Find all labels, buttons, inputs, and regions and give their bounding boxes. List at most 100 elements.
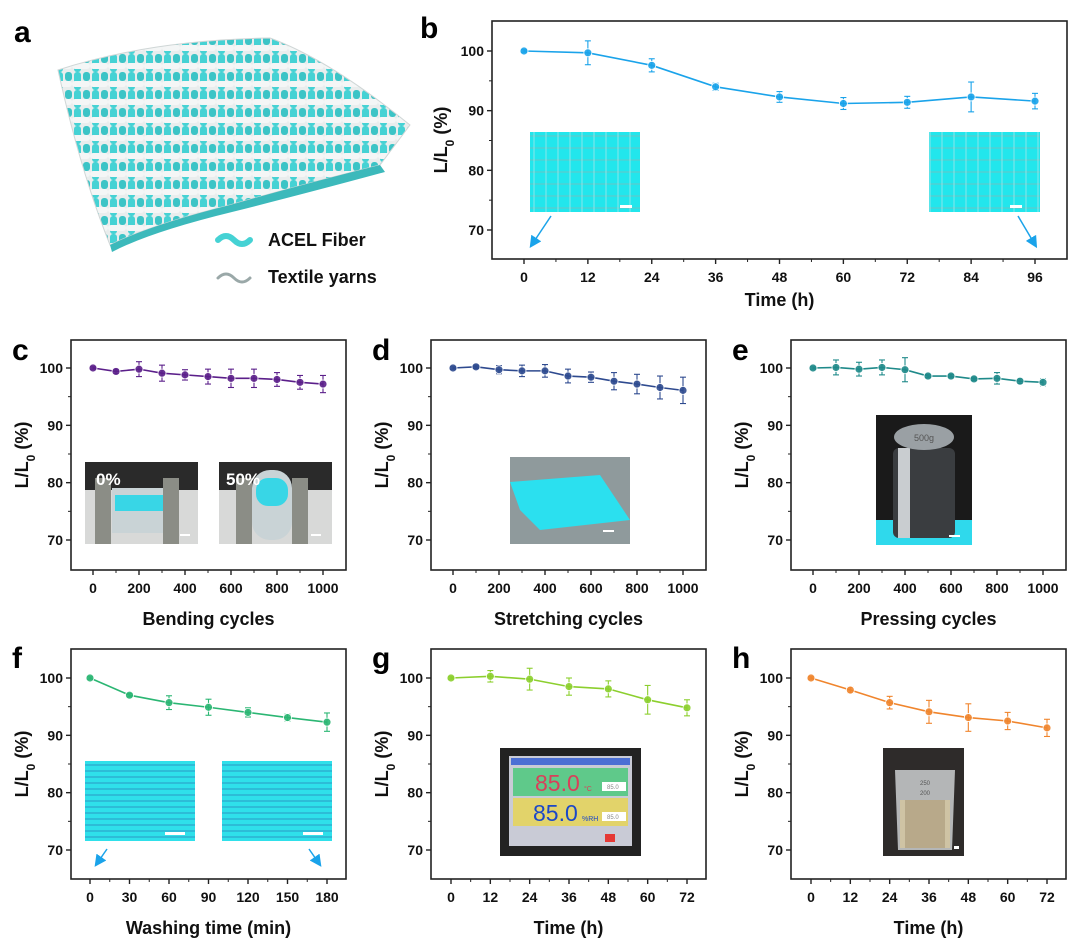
x-tick-label: 36: [921, 889, 937, 905]
data-point: [525, 674, 535, 684]
panel-label-h: h: [732, 642, 750, 675]
inset-label-50pct: 50%: [226, 470, 260, 489]
acel-fiber-legend-icon: [215, 233, 253, 247]
data-point: [88, 363, 98, 373]
chart-panel-g: g 70 80 90 100 0 12 24 36 48 60 72 Time (h) L/L0 (%): [372, 642, 707, 938]
data-point: [322, 717, 332, 727]
y-axis-label: L/L0 (%): [12, 422, 38, 489]
y-tick-label: 80: [47, 475, 63, 491]
scale-bar: [620, 205, 632, 208]
panel-a: a ACEL Fiber Textile yarns: [14, 16, 411, 287]
y-tick-label: 70: [407, 532, 423, 548]
y-tick-label: 90: [407, 417, 423, 433]
data-point: [517, 366, 527, 376]
legend-label: Textile yarns: [268, 267, 377, 287]
data-point: [992, 373, 1002, 383]
x-tick-label: 0: [807, 889, 815, 905]
x-tick-label: 12: [580, 269, 596, 285]
data-point: [125, 690, 134, 700]
data-point: [711, 82, 721, 92]
y-tick-label: 80: [767, 475, 783, 491]
data-point: [900, 365, 910, 375]
x-axis-label: Time (h): [534, 918, 604, 938]
screen-temperature: 85.0: [535, 770, 580, 796]
chart-panel-h: h 70 80 90 100 0 12 24 36 48 60 72 Time (h) L/L0 (%): [732, 642, 1067, 938]
data-point: [164, 698, 174, 708]
y-tick-label: 100: [760, 670, 784, 686]
data-point: [134, 364, 144, 374]
x-tick-label: 60: [1000, 889, 1016, 905]
x-tick-label: 200: [847, 580, 871, 596]
inset-photo-e-weight: 500g: [876, 415, 972, 545]
inset-photo-b-0h: [530, 132, 640, 212]
data-point: [448, 363, 458, 373]
x-tick-label: 24: [522, 889, 538, 905]
inset-label-0pct: 0%: [96, 470, 121, 489]
fabric-edge-shadow: [110, 165, 385, 252]
chart-panel-b: b 70 80 90 100 0 12 24 36 48 60 72 84 96 Time (h) L/L0 …: [420, 12, 1068, 310]
inset-photo-d-stretch: [510, 457, 630, 544]
chart-panel-f: f 70 80 90 100 0 30 60 90 120 150 180 Washing time (…: [12, 642, 347, 938]
data-point: [540, 366, 550, 376]
y-tick-label: 100: [461, 43, 485, 59]
legend-acel-fiber: ACEL Fiber: [215, 230, 366, 250]
data-point: [272, 375, 282, 384]
legend-label: ACEL Fiber: [268, 230, 366, 250]
data-point: [678, 385, 688, 395]
screen-setpoint-2: 85.0: [607, 815, 619, 821]
data-point: [682, 703, 692, 713]
x-tick-label: 800: [985, 580, 1009, 596]
x-tick-label: 0: [809, 580, 817, 596]
y-tick-label: 70: [468, 222, 484, 238]
x-tick-label: 0: [89, 580, 97, 596]
x-tick-label: 0: [520, 269, 528, 285]
y-tick-label: 90: [47, 417, 63, 433]
data-point: [494, 365, 504, 375]
x-tick-label: 0: [449, 580, 457, 596]
data-point: [603, 684, 613, 694]
x-axis-label: Time (h): [745, 290, 815, 310]
x-tick-label: 24: [882, 889, 898, 905]
y-tick-label: 70: [47, 842, 63, 858]
x-tick-label: 36: [708, 269, 724, 285]
data-point: [775, 92, 784, 102]
data-point: [157, 368, 167, 378]
arrow-icon: [94, 848, 108, 867]
x-axis-label: Pressing cycles: [860, 609, 996, 629]
panel-label-e: e: [732, 334, 749, 367]
x-tick-label: 12: [483, 889, 499, 905]
scale-bar: [1010, 205, 1022, 208]
data-point: [632, 379, 642, 389]
data-point: [808, 363, 818, 373]
y-axis-label: L/L0 (%): [372, 422, 398, 489]
data-point: [1038, 377, 1048, 387]
y-tick-label: 90: [767, 417, 783, 433]
data-point: [924, 707, 934, 717]
y-axis-label: L/L0 (%): [372, 731, 398, 798]
data-point: [203, 372, 213, 382]
panel-label-f: f: [12, 642, 23, 675]
y-tick-label: 80: [47, 785, 63, 801]
data-point: [1042, 723, 1052, 733]
x-tick-label: 1000: [667, 580, 698, 596]
arrow-icon: [529, 215, 552, 248]
screen-temperature-unit: °C: [584, 785, 592, 793]
data-point: [283, 713, 292, 722]
data-point: [854, 364, 864, 374]
x-tick-label: 1000: [307, 580, 338, 596]
data-point: [85, 673, 95, 683]
inset-photo-f-180min: [222, 761, 332, 841]
panel-label-c: c: [12, 334, 29, 367]
inset-photo-c-0pct: 0%: [85, 462, 198, 544]
data-point: [226, 373, 236, 383]
y-axis-label: L/L0 (%): [732, 422, 758, 489]
data-point: [877, 363, 887, 372]
x-tick-label: 72: [679, 889, 695, 905]
data-point: [946, 371, 956, 381]
x-tick-label: 90: [201, 889, 217, 905]
data-point: [1015, 376, 1025, 386]
x-tick-label: 800: [265, 580, 289, 596]
x-tick-label: 0: [86, 889, 94, 905]
